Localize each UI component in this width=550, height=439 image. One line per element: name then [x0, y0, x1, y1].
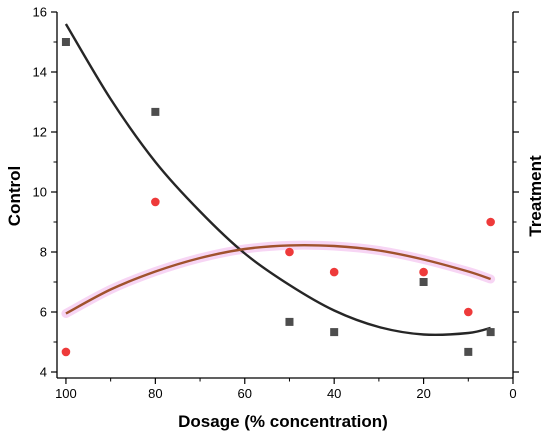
fit-line-series-2: [65, 243, 491, 315]
treatment-point-4: [329, 267, 339, 277]
y-tick-label-10: 10: [33, 185, 47, 200]
y-tick-label-14: 14: [33, 65, 47, 80]
control-point-1: [61, 38, 70, 46]
x-tick-label-0: 0: [509, 386, 516, 401]
y-tick-label-6: 6: [40, 305, 47, 320]
control-point-2: [151, 107, 160, 116]
treatment-point-3: [285, 247, 294, 257]
y-tick-label-16: 16: [33, 5, 47, 20]
x-tick-label-60: 60: [238, 386, 252, 401]
data-points: [61, 38, 495, 357]
treatment-point-2: [151, 197, 160, 207]
treatment-point-6: [463, 307, 473, 317]
y-tick-label-4: 4: [40, 365, 47, 380]
treatment-point-1: [61, 347, 71, 357]
x-tick-label-100: 100: [55, 386, 77, 401]
fit-lines: [64, 23, 491, 337]
y-axis-right-title: Treatment: [526, 155, 545, 237]
control-point-6: [464, 347, 473, 356]
y-tick-label-12: 12: [33, 125, 47, 140]
x-tick-label-20: 20: [416, 386, 430, 401]
y-tick-label-8: 8: [40, 245, 47, 260]
x-tick-label-80: 80: [148, 386, 162, 401]
control-point-4: [330, 328, 339, 337]
x-axis-title: Dosage (% concentration): [178, 412, 388, 431]
control-point-7: [486, 328, 495, 337]
ticks: 100 80 60 40 20 0 4 6 8 10 12 14 16: [33, 5, 519, 401]
y-axis-left-title: Control: [5, 166, 24, 226]
x-tick-label-40: 40: [327, 386, 341, 401]
control-point-5: [419, 278, 428, 286]
fit-line-series-1: [64, 23, 491, 337]
axes: [56, 12, 514, 379]
control-point-3: [285, 317, 294, 326]
treatment-point-7: [486, 217, 495, 227]
treatment-point-5: [419, 267, 428, 277]
